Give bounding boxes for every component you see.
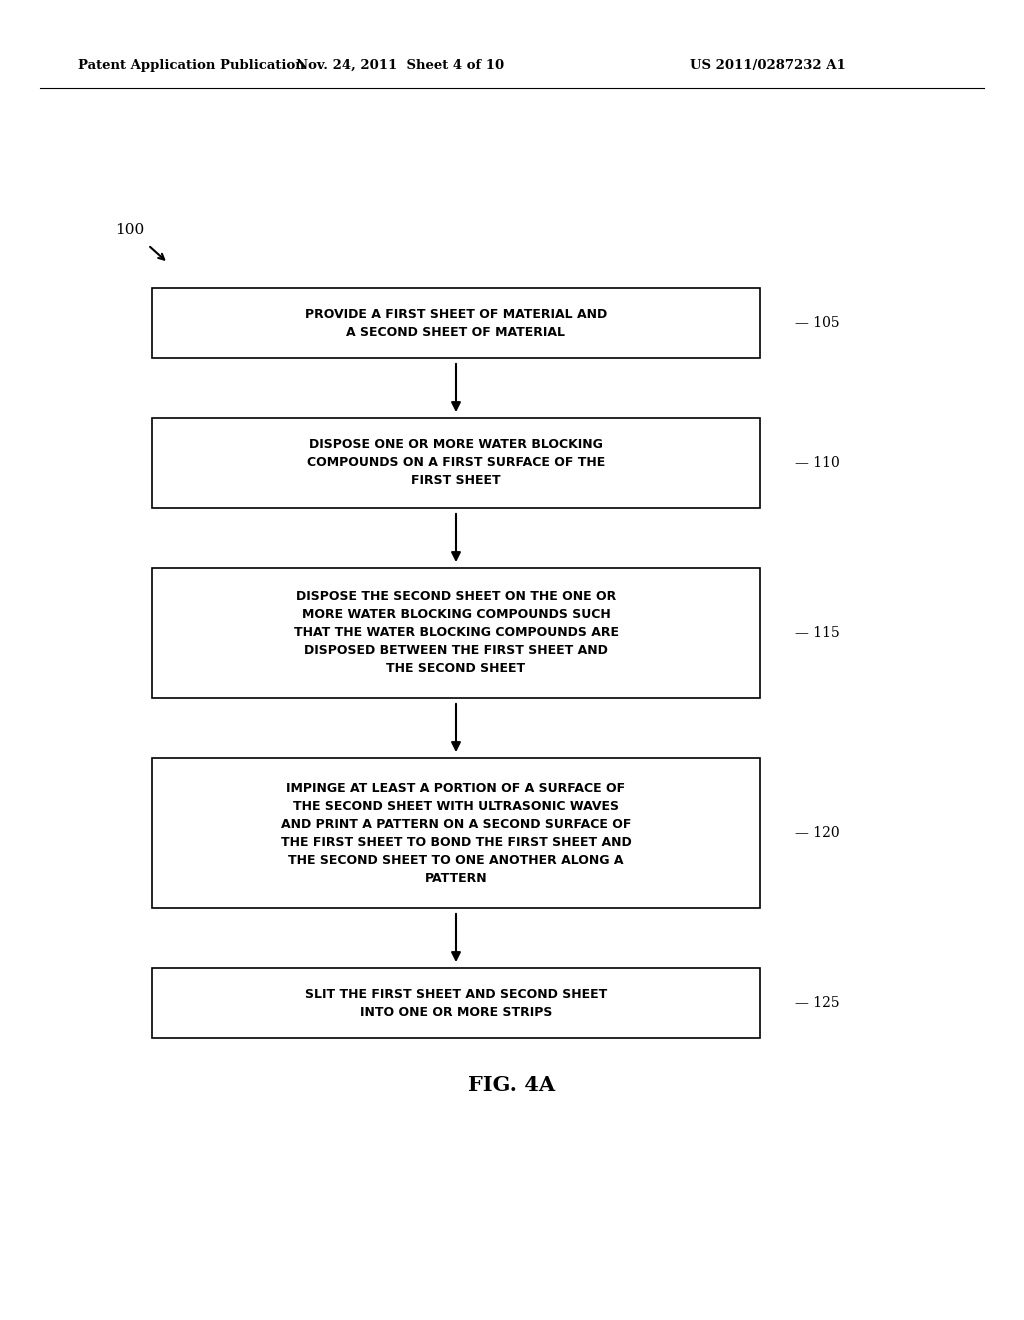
Bar — [152, 758, 760, 908]
Text: DISPOSE THE SECOND SHEET ON THE ONE OR
MORE WATER BLOCKING COMPOUNDS SUCH
THAT T: DISPOSE THE SECOND SHEET ON THE ONE OR M… — [294, 590, 618, 676]
Text: PROVIDE A FIRST SHEET OF MATERIAL AND
A SECOND SHEET OF MATERIAL: PROVIDE A FIRST SHEET OF MATERIAL AND A … — [305, 308, 607, 338]
Text: US 2011/0287232 A1: US 2011/0287232 A1 — [690, 58, 846, 71]
Bar — [152, 288, 760, 358]
Text: FIG. 4A: FIG. 4A — [468, 1074, 556, 1096]
Text: — 125: — 125 — [795, 997, 840, 1010]
Text: — 115: — 115 — [795, 626, 840, 640]
Bar — [152, 418, 760, 508]
Text: Nov. 24, 2011  Sheet 4 of 10: Nov. 24, 2011 Sheet 4 of 10 — [296, 58, 504, 71]
Bar — [152, 568, 760, 698]
Text: — 120: — 120 — [795, 826, 840, 840]
Text: Patent Application Publication: Patent Application Publication — [78, 58, 305, 71]
Text: — 110: — 110 — [795, 455, 840, 470]
Text: SLIT THE FIRST SHEET AND SECOND SHEET
INTO ONE OR MORE STRIPS: SLIT THE FIRST SHEET AND SECOND SHEET IN… — [305, 987, 607, 1019]
Text: 100: 100 — [115, 223, 144, 238]
Bar — [152, 968, 760, 1038]
Text: DISPOSE ONE OR MORE WATER BLOCKING
COMPOUNDS ON A FIRST SURFACE OF THE
FIRST SHE: DISPOSE ONE OR MORE WATER BLOCKING COMPO… — [307, 438, 605, 487]
Text: IMPINGE AT LEAST A PORTION OF A SURFACE OF
THE SECOND SHEET WITH ULTRASONIC WAVE: IMPINGE AT LEAST A PORTION OF A SURFACE … — [281, 781, 632, 884]
Text: — 105: — 105 — [795, 315, 840, 330]
